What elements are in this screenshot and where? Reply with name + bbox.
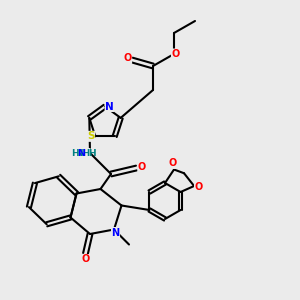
Text: S: S	[87, 131, 94, 141]
Text: N: N	[77, 148, 85, 158]
Text: O: O	[123, 53, 132, 64]
Text: O: O	[138, 161, 146, 172]
Text: NH: NH	[75, 148, 90, 158]
Text: O: O	[168, 158, 177, 169]
Text: H: H	[88, 148, 95, 158]
Text: N: N	[111, 227, 120, 238]
Text: O: O	[194, 182, 203, 193]
Text: H: H	[71, 148, 79, 158]
Text: O: O	[81, 254, 90, 265]
Text: N: N	[105, 101, 114, 112]
Text: O: O	[171, 49, 180, 59]
